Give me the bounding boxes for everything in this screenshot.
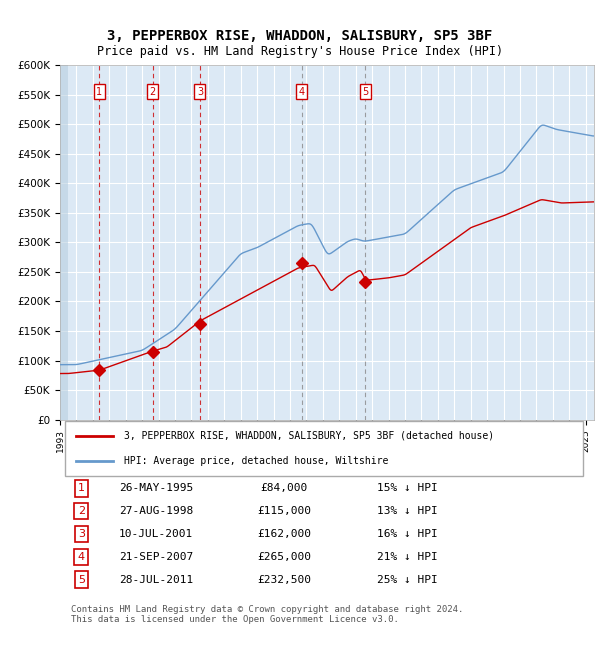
Text: 10-JUL-2001: 10-JUL-2001 (119, 529, 193, 539)
Text: 28-JUL-2011: 28-JUL-2011 (119, 575, 193, 585)
Text: 26-MAY-1995: 26-MAY-1995 (119, 484, 193, 493)
Text: 4: 4 (299, 86, 305, 97)
Text: 5: 5 (78, 575, 85, 585)
Text: 13% ↓ HPI: 13% ↓ HPI (377, 506, 437, 516)
Text: 27-AUG-1998: 27-AUG-1998 (119, 506, 193, 516)
Text: £265,000: £265,000 (257, 552, 311, 562)
Text: 3, PEPPERBOX RISE, WHADDON, SALISBURY, SP5 3BF (detached house): 3, PEPPERBOX RISE, WHADDON, SALISBURY, S… (124, 431, 494, 441)
Text: 15% ↓ HPI: 15% ↓ HPI (377, 484, 437, 493)
Text: Contains HM Land Registry data © Crown copyright and database right 2024.
This d: Contains HM Land Registry data © Crown c… (71, 605, 463, 625)
Text: £115,000: £115,000 (257, 506, 311, 516)
Text: 21-SEP-2007: 21-SEP-2007 (119, 552, 193, 562)
Text: HPI: Average price, detached house, Wiltshire: HPI: Average price, detached house, Wilt… (124, 456, 388, 466)
Text: 4: 4 (78, 552, 85, 562)
Text: 25% ↓ HPI: 25% ↓ HPI (377, 575, 437, 585)
Text: Price paid vs. HM Land Registry's House Price Index (HPI): Price paid vs. HM Land Registry's House … (97, 46, 503, 58)
Text: 5: 5 (362, 86, 368, 97)
Text: £162,000: £162,000 (257, 529, 311, 539)
Text: £84,000: £84,000 (260, 484, 308, 493)
Text: £232,500: £232,500 (257, 575, 311, 585)
Text: 1: 1 (78, 484, 85, 493)
Text: 3: 3 (78, 529, 85, 539)
Text: 21% ↓ HPI: 21% ↓ HPI (377, 552, 437, 562)
Text: 1: 1 (97, 86, 103, 97)
Text: 2: 2 (78, 506, 85, 516)
Text: 3: 3 (197, 86, 203, 97)
Text: 2: 2 (150, 86, 156, 97)
Text: 16% ↓ HPI: 16% ↓ HPI (377, 529, 437, 539)
Text: 3, PEPPERBOX RISE, WHADDON, SALISBURY, SP5 3BF: 3, PEPPERBOX RISE, WHADDON, SALISBURY, S… (107, 29, 493, 43)
